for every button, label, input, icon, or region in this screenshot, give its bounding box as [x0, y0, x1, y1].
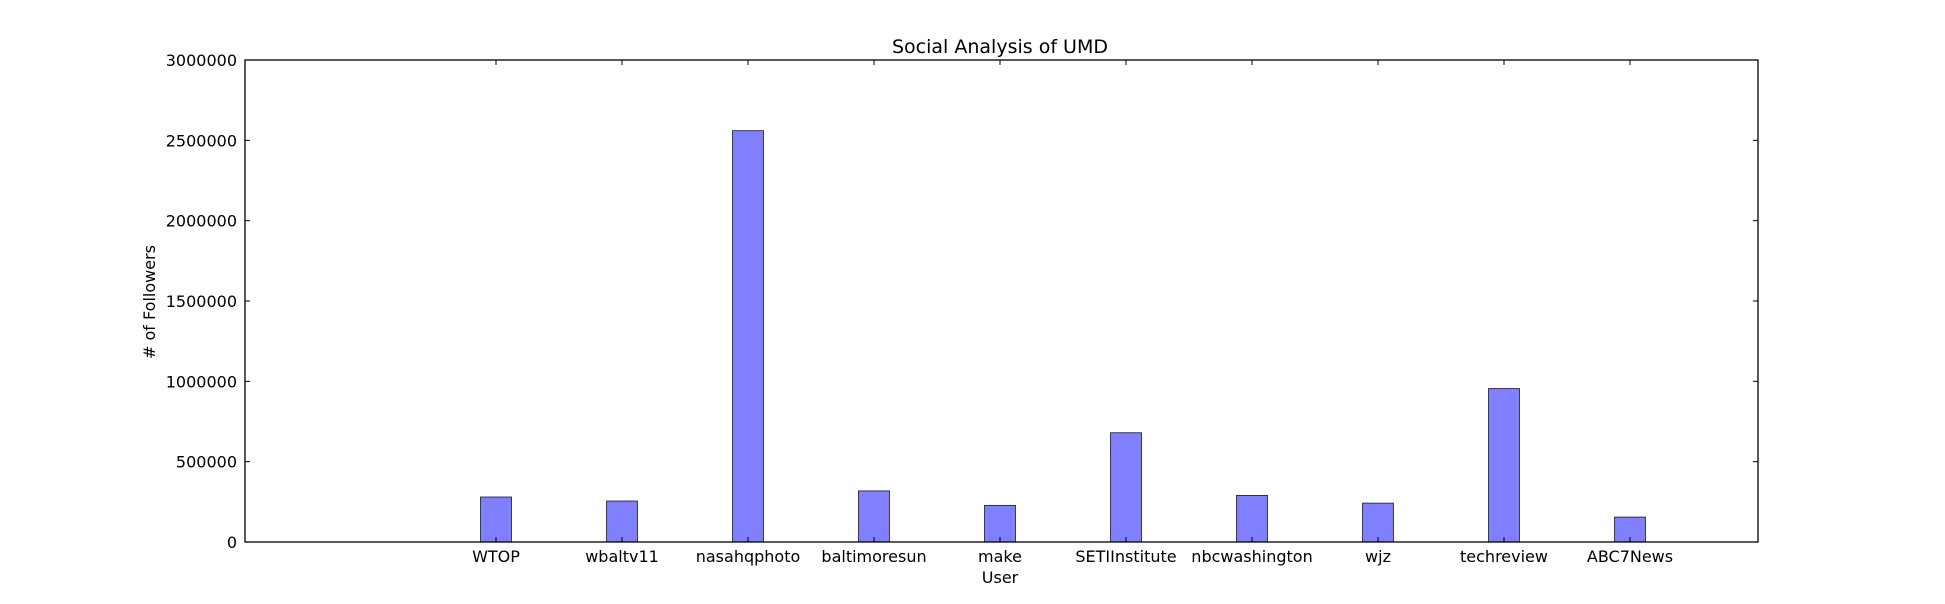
y-axis-label: # of Followers	[140, 245, 159, 359]
bar-WTOP	[480, 496, 512, 543]
bar-wjz	[1362, 502, 1394, 543]
y-tick-label: 1500000	[166, 292, 237, 311]
bar-SETIInstitute	[1110, 432, 1142, 543]
bar-techreview	[1488, 388, 1520, 543]
bar-nbcwashington	[1236, 495, 1268, 543]
y-tick-label: 2000000	[166, 212, 237, 231]
bars-layer	[480, 130, 1646, 543]
x-tick-label: wbaltv11	[585, 547, 659, 566]
x-tick-label: ABC7News	[1587, 547, 1673, 566]
bar-wbaltv11	[606, 500, 638, 543]
bar-nasahqphoto	[732, 130, 764, 543]
x-tick-label: techreview	[1460, 547, 1548, 566]
x-tick-label: SETIInstitute	[1075, 547, 1176, 566]
plot-area-frame	[244, 59, 1759, 543]
bar-baltimoresun	[858, 490, 890, 543]
x-axis-label: User	[982, 568, 1019, 587]
ticks-layer: WTOP wbaltv11 nasahqphoto baltimoresun make S…	[166, 51, 1758, 566]
x-tick-label: make	[978, 547, 1022, 566]
bar-make	[984, 504, 1016, 543]
x-tick-label: wjz	[1365, 547, 1391, 566]
y-tick-label: 500000	[176, 453, 237, 472]
y-tick-label: 3000000	[166, 51, 237, 70]
y-tick-label: 0	[227, 533, 237, 552]
x-tick-label: WTOP	[472, 547, 520, 566]
x-tick-label: nbcwashington	[1191, 547, 1312, 566]
x-tick-label: baltimoresun	[821, 547, 926, 566]
chart-title: Social Analysis of UMD	[892, 36, 1108, 58]
x-tick-label: nasahqphoto	[696, 547, 801, 566]
y-tick-label: 2500000	[166, 131, 237, 150]
y-tick-label: 1000000	[166, 372, 237, 391]
